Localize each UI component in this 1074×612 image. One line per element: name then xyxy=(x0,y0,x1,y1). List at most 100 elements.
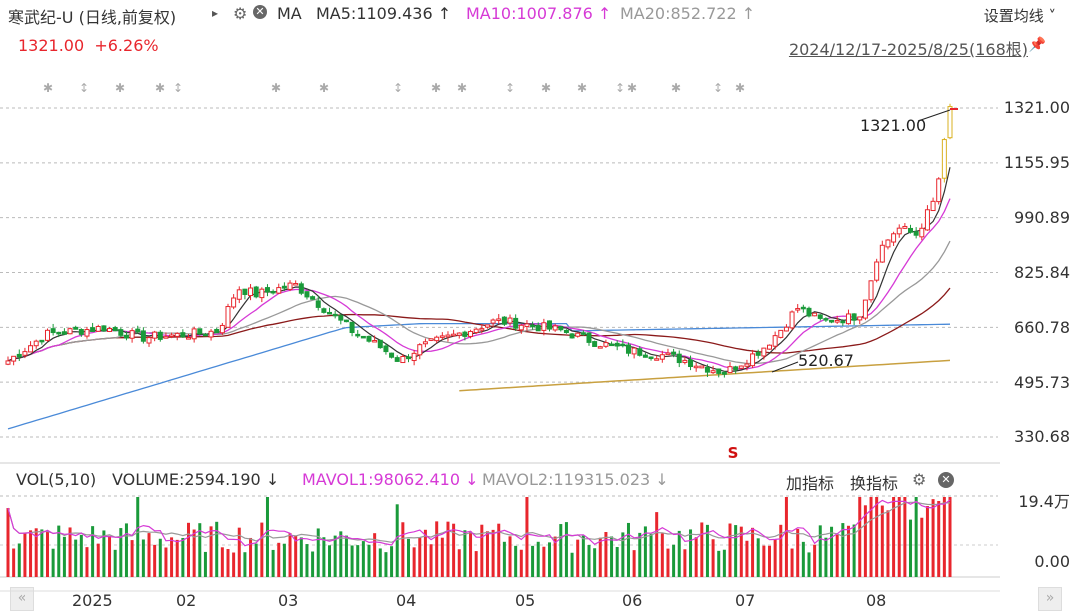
candle-body xyxy=(140,330,146,342)
candle-body xyxy=(620,343,626,347)
volume-bar xyxy=(390,546,394,577)
candle-body xyxy=(614,342,620,347)
candle-body xyxy=(186,337,192,340)
candle-body xyxy=(671,351,677,355)
event-marker-icon: ✱ xyxy=(155,81,165,95)
candle-body xyxy=(513,317,519,329)
candle-body xyxy=(891,233,897,243)
scroll-right-button[interactable]: » xyxy=(1038,587,1062,611)
volume-bar xyxy=(807,552,811,577)
volume-bar xyxy=(85,547,89,577)
candle-body xyxy=(659,354,665,360)
close-icon[interactable]: ✕ xyxy=(938,472,954,488)
event-marker-icon: ↕ xyxy=(505,81,515,95)
candle-body xyxy=(343,319,349,323)
volume-bar xyxy=(474,551,478,577)
candle-body xyxy=(845,313,851,325)
y-tick-label: 1321.00 xyxy=(1003,98,1070,117)
candle-body xyxy=(383,345,389,353)
volume-bar xyxy=(124,523,128,577)
stock-title[interactable]: 寒武纪-U (日线,前复权) xyxy=(8,8,177,27)
add-indicator-button[interactable]: 加指标 xyxy=(786,474,835,493)
event-marker-icon: ✱ xyxy=(541,81,551,95)
event-marker-icon: ✱ xyxy=(115,81,125,95)
pin-icon[interactable]: 📌 xyxy=(1028,37,1046,53)
volume-bar xyxy=(598,537,602,577)
candle-body xyxy=(456,332,462,336)
volume-bar xyxy=(243,552,247,577)
event-marker-icon: ↕ xyxy=(615,81,625,95)
candle-body xyxy=(693,365,699,369)
candle-body xyxy=(642,354,648,358)
volume-bar xyxy=(412,547,416,577)
volume-bar xyxy=(367,544,371,577)
candle-body xyxy=(750,353,756,367)
candle-body xyxy=(507,317,513,324)
event-marker-icon: ✱ xyxy=(457,81,467,95)
candle-body xyxy=(5,360,11,365)
ma-line-20 xyxy=(7,240,951,365)
volume-bar xyxy=(728,523,732,577)
candle-body xyxy=(202,333,208,337)
volume-bar xyxy=(249,537,253,577)
candle-body xyxy=(716,368,722,374)
volume-bar xyxy=(102,530,106,577)
x-tick-label: 07 xyxy=(735,591,756,610)
candle-body xyxy=(597,346,603,349)
candle-body xyxy=(163,336,169,339)
volume-bar xyxy=(158,538,162,577)
volume-bar xyxy=(593,548,597,577)
candle-body xyxy=(558,325,564,331)
volume-bar xyxy=(395,504,399,577)
volume-bar xyxy=(677,530,681,577)
volume-bar xyxy=(846,525,850,577)
volume-bar xyxy=(237,527,241,577)
candle-body xyxy=(332,313,338,317)
signal-marker-icon: S xyxy=(728,444,739,462)
candle-body xyxy=(39,339,45,343)
candle-body xyxy=(304,291,310,298)
candle-body xyxy=(253,286,259,298)
candle-body xyxy=(191,328,197,340)
close-icon[interactable]: ✕ xyxy=(253,5,267,19)
volume-bar xyxy=(485,531,489,577)
gear-icon[interactable]: ⚙ xyxy=(912,470,927,489)
candle-body xyxy=(123,334,129,339)
gear-icon[interactable]: ⚙ xyxy=(233,4,248,23)
date-range[interactable]: 2024/12/17-2025/8/25(168根) xyxy=(788,40,1028,59)
candle-body xyxy=(411,352,417,362)
candle-body xyxy=(490,319,496,324)
candle-body xyxy=(530,324,536,328)
volume-bar xyxy=(401,522,405,577)
candle-body xyxy=(479,328,485,331)
volume-bar xyxy=(835,534,839,577)
candle-body xyxy=(428,338,434,341)
candle-body xyxy=(61,331,67,335)
volume-bar xyxy=(672,544,676,577)
volume-bar xyxy=(373,533,377,577)
candle-body xyxy=(665,352,671,356)
volume-bar xyxy=(841,523,845,577)
candle-body xyxy=(174,332,180,337)
volume-bar xyxy=(113,549,117,577)
vol-y-top: 19.4万 xyxy=(1018,492,1070,511)
volume-bar xyxy=(683,549,687,577)
set-ma-button[interactable]: 设置均线 ˅ xyxy=(983,7,1056,25)
candle-body xyxy=(78,328,84,335)
candle-body xyxy=(840,320,846,324)
event-marker-icon: ✱ xyxy=(43,81,53,95)
volume-bar xyxy=(282,543,286,577)
candle-body xyxy=(95,326,101,332)
switch-indicator-button[interactable]: 换指标 xyxy=(850,474,899,493)
candle-body xyxy=(90,327,96,333)
candle-body xyxy=(214,328,220,334)
volume-bar xyxy=(480,524,484,577)
volume-bar xyxy=(666,548,670,577)
volume-bar xyxy=(751,527,755,577)
ma-line-60 xyxy=(7,287,951,362)
candle-body xyxy=(417,344,423,356)
volume-bar xyxy=(350,545,354,577)
volume-bar xyxy=(45,530,49,577)
dropdown-triangle-icon[interactable]: ▸ xyxy=(212,6,219,20)
